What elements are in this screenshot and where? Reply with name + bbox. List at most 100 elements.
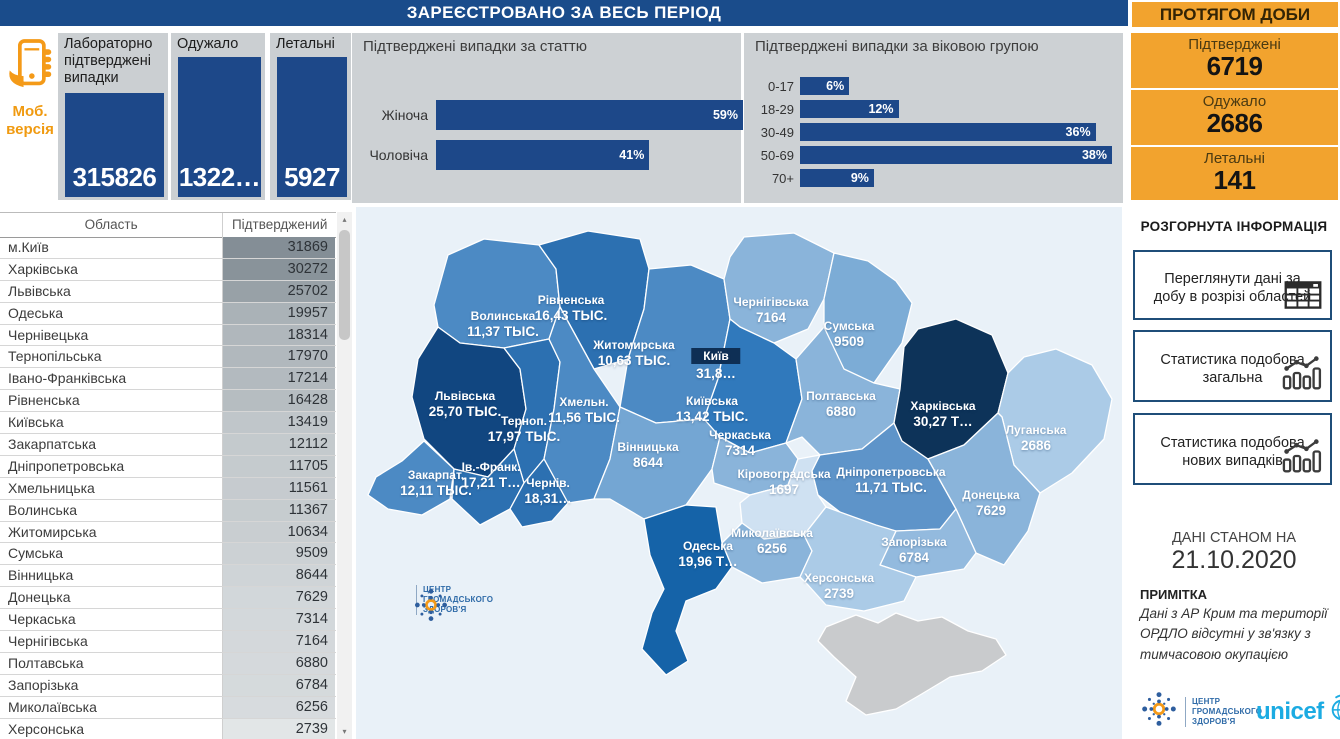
table-row[interactable]: Тернопільська 17970 — [0, 346, 336, 369]
bar-value-label: 41% — [619, 148, 645, 162]
table-row[interactable]: Рівненська 16428 — [0, 390, 336, 413]
unicef-globe-icon — [1328, 694, 1340, 729]
main-header: ЗАРЕЄСТРОВАНО ЗА ВЕСЬ ПЕРІОД — [0, 0, 1128, 26]
map-region-odesa[interactable] — [641, 504, 733, 676]
daily-card-value: 2686 — [1206, 108, 1263, 138]
region-name-cell: Житомирська — [0, 521, 223, 543]
bar-track: 36% — [800, 123, 1112, 141]
map-region-chernivtsi[interactable] — [509, 458, 569, 528]
card-label: Лабораторно підтверджені випадки — [64, 36, 153, 86]
note-title: ПРИМІТКА — [1140, 587, 1208, 602]
table-row[interactable]: Донецька 7629 — [0, 587, 336, 610]
table-row[interactable]: Чернігівська 7164 — [0, 631, 336, 653]
map-region-poltava[interactable] — [785, 326, 901, 456]
bar-track: 12% — [800, 100, 1112, 118]
region-name-cell: Чернівецька — [0, 324, 223, 346]
scroll-down-arrow[interactable]: ▾ — [342, 727, 347, 736]
region-name-cell: Рівненська — [0, 390, 223, 412]
card-label: Летальні — [276, 36, 335, 52]
region-name-cell: Одеська — [0, 302, 223, 324]
daily-card-Летальні: Летальні 141 — [1131, 147, 1338, 200]
confirmed-value-cell: 10634 — [223, 521, 335, 543]
data-as-of-date: 21.10.2020 — [1171, 546, 1297, 574]
card-label: Одужало — [177, 36, 239, 52]
card-lethal: Летальні 5927 — [270, 33, 351, 200]
data-as-of-label: ДАНІ СТАНОМ НА — [1171, 530, 1297, 546]
column-header-region[interactable]: Область — [0, 213, 224, 237]
age-bar-50-69[interactable]: 38% — [800, 146, 1112, 164]
region-name-cell: Івано-Франківська — [0, 368, 223, 390]
table-row[interactable]: Миколаївська 6256 — [0, 696, 336, 719]
table-row[interactable]: Сумська 9509 — [0, 543, 336, 566]
table-row[interactable]: Вінницька 8644 — [0, 565, 336, 588]
card-value: 5927 — [284, 162, 340, 192]
column-header-confirmed[interactable]: Підтверджений — [231, 217, 328, 232]
confirmed-value-cell: 9509 — [223, 543, 335, 565]
expanded-info-title: РОЗГОРНУТА ІНФОРМАЦІЯ — [1140, 219, 1328, 234]
gender-chart-row: Жіноча 59% — [358, 100, 743, 130]
region-name-cell: Тернопільська — [0, 346, 223, 368]
daily-card-Одужало: Одужало 2686 — [1131, 90, 1338, 145]
confirmed-value-cell: 7164 — [223, 631, 335, 652]
table-scrollbar[interactable]: ▴ ▾ — [337, 212, 352, 739]
info-button-3[interactable]: Статистика подобова нових випадків — [1133, 413, 1332, 485]
scroll-up-arrow[interactable]: ▴ — [342, 215, 347, 224]
confirmed-value-cell: 25702 — [223, 280, 335, 302]
table-row[interactable]: Київська 13419 — [0, 412, 336, 435]
unicef-wordmark: unicef — [1256, 697, 1324, 725]
table-row[interactable]: Херсонська 2739 — [0, 718, 336, 739]
table-row[interactable]: Івано-Франківська 17214 — [0, 368, 336, 391]
scrollbar-thumb[interactable] — [339, 230, 350, 340]
map-region-sumy[interactable] — [823, 252, 913, 384]
map-region-kharkiv[interactable] — [893, 318, 1009, 460]
category-label: 0-17 — [767, 78, 794, 94]
confirmed-value-cell: 6880 — [223, 652, 335, 674]
bar-value-label: 6% — [826, 79, 845, 93]
info-button-1[interactable]: Переглянути дані за добу в розрізі облас… — [1133, 250, 1332, 320]
map-region-crimea[interactable] — [817, 612, 1007, 716]
table-row[interactable]: Волинська 11367 — [0, 499, 336, 522]
confirmed-value-cell: 16428 — [223, 390, 335, 412]
region-name-cell: Донецька — [0, 587, 223, 609]
card-recovered: Одужало 1322… — [171, 33, 265, 200]
table-row[interactable]: Львівська 25702 — [0, 280, 336, 303]
gender-bar-Чоловіча[interactable]: 41% — [436, 140, 650, 170]
page-title: ЗАРЕЄСТРОВАНО ЗА ВЕСЬ ПЕРІОД — [406, 3, 722, 22]
ukraine-map — [367, 230, 1113, 716]
confirmed-value-cell: 2739 — [223, 718, 335, 739]
info-button-label: Статистика подобова загальна — [1160, 351, 1305, 386]
table-row[interactable]: Чернівецька 18314 — [0, 324, 336, 347]
confirmed-value-cell: 6784 — [223, 674, 335, 696]
confirmed-value-cell: 19957 — [223, 302, 335, 324]
age-bar-18-29[interactable]: 12% — [800, 100, 899, 118]
gender-bar-Жіноча[interactable]: 59% — [436, 100, 743, 130]
mobile-version-label[interactable]: Моб. версія — [6, 103, 54, 138]
age-bar-0-17[interactable]: 6% — [800, 77, 850, 95]
table-row[interactable]: Дніпропетровська 11705 — [0, 455, 336, 478]
card-lab-confirmed: Лабораторно підтверджені випадки 315826 — [58, 33, 168, 200]
table-row[interactable]: Житомирська 10634 — [0, 521, 336, 544]
age-bar-30-49[interactable]: 36% — [800, 123, 1096, 141]
table-row[interactable]: Закарпатська 12112 — [0, 434, 336, 456]
table-row[interactable]: Запорізька 6784 — [0, 674, 336, 697]
map-region-kherson[interactable] — [799, 506, 917, 612]
table-row[interactable]: Харківська 30272 — [0, 258, 336, 281]
region-name-cell: Вінницька — [0, 565, 223, 587]
daily-header: ПРОТЯГОМ ДОБИ — [1132, 2, 1338, 27]
table-row[interactable]: Хмельницька 11561 — [0, 477, 336, 500]
info-button-2[interactable]: Статистика подобова загальна — [1133, 330, 1332, 402]
confirmed-value-cell: 7314 — [223, 609, 335, 631]
age-chart-title: Підтверджені випадки за віковою групою — [755, 38, 1039, 55]
chart-icon — [1280, 438, 1322, 479]
age-bar-70+[interactable]: 9% — [800, 169, 874, 187]
map-region-volyn[interactable] — [433, 238, 561, 349]
table-body: м.Київ 31869 Харківська 30272 Львівська 25702… — [0, 237, 336, 739]
confirmed-value-cell: 13419 — [223, 412, 335, 434]
table-row[interactable]: Черкаська 7314 — [0, 609, 336, 632]
bar-value-label: 9% — [850, 171, 869, 185]
map-region-chernihiv[interactable] — [723, 232, 835, 344]
table-row[interactable]: м.Київ 31869 — [0, 237, 336, 259]
table-row[interactable]: Полтавська 6880 — [0, 652, 336, 675]
table-row[interactable]: Одеська 19957 — [0, 302, 336, 325]
mobile-version-link[interactable]: Моб. версія — [4, 36, 56, 139]
